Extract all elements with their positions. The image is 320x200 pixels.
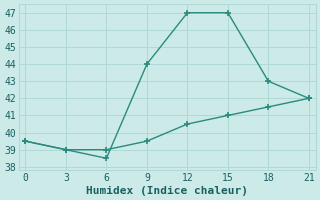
X-axis label: Humidex (Indice chaleur): Humidex (Indice chaleur) [86,186,248,196]
